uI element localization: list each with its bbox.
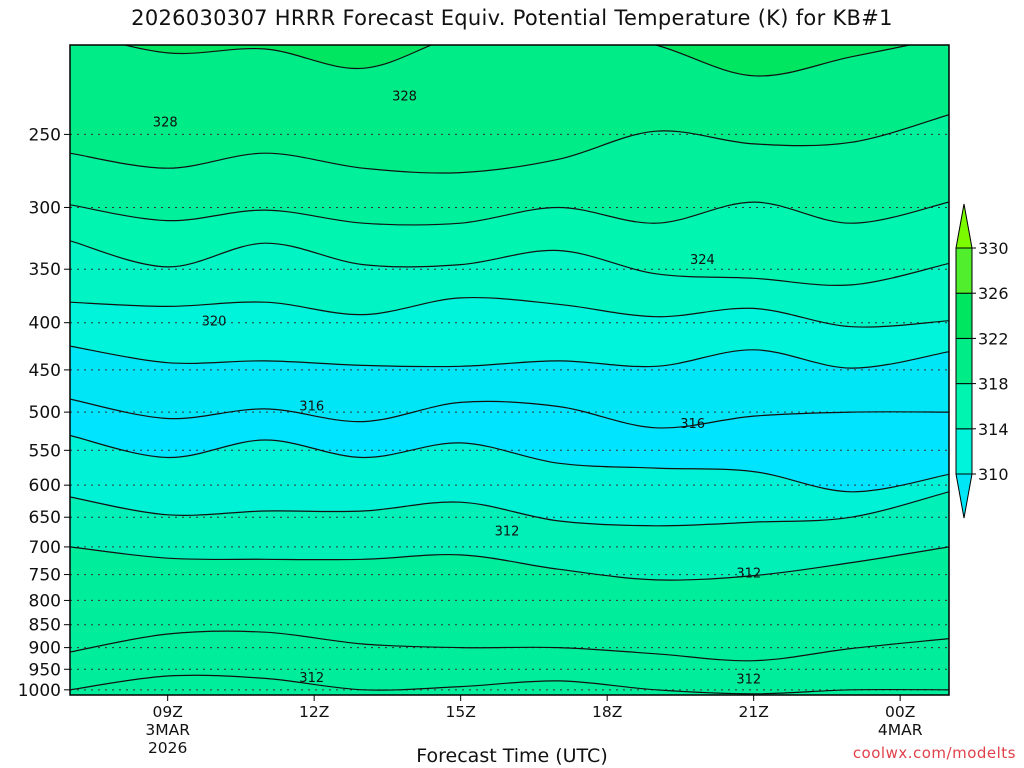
x-tick-label: 12Z <box>299 703 329 721</box>
x-tick-label: 09Z <box>152 703 182 721</box>
y-tick-label: 550 <box>29 441 61 461</box>
x-tick-label: 18Z <box>592 703 622 721</box>
contour-line <box>70 114 949 174</box>
colorbar-label: 330 <box>978 239 1009 258</box>
contour-lines <box>70 0 949 695</box>
colorbar-label: 314 <box>978 420 1009 439</box>
contour-line <box>70 240 949 286</box>
x-axis-title: Forecast Time (UTC) <box>416 745 608 767</box>
colorbar-segment <box>955 292 973 339</box>
y-tick-label: 950 <box>29 660 61 680</box>
colorbar-label: 310 <box>978 465 1009 484</box>
x-tick-label: 21Z <box>738 703 768 721</box>
contour-line <box>70 434 949 493</box>
y-tick-label: 650 <box>29 508 61 528</box>
contour-label: 320 <box>202 315 227 330</box>
contour-line <box>70 491 949 527</box>
contour-label: 312 <box>299 671 324 686</box>
colorbar-top-arrow <box>955 203 973 249</box>
contour-line <box>70 296 949 328</box>
contour-line <box>70 546 949 581</box>
y-tick-label: 900 <box>29 639 61 659</box>
colorbar-segment <box>955 247 973 294</box>
contour-line <box>70 201 949 226</box>
contour-line <box>70 345 949 369</box>
colorbar-segment <box>955 337 973 385</box>
site-credit: coolwx.com/modelts <box>852 744 1016 762</box>
contour-fills <box>70 45 949 695</box>
y-tick-label: 1000 <box>18 681 61 701</box>
chart-title: 2026030307 HRRR Forecast Equiv. Potentia… <box>131 6 893 30</box>
contour-line <box>70 0 949 1</box>
colorbar-segment <box>955 428 973 475</box>
y-tick-label: 250 <box>29 125 61 145</box>
y-tick-label: 300 <box>29 198 61 218</box>
y-tick-label: 350 <box>29 260 61 280</box>
colorbar-segment <box>955 383 973 430</box>
y-tick-label: 600 <box>29 476 61 496</box>
contour-label: 312 <box>495 525 520 540</box>
x-tick-label: 4MAR <box>878 721 923 739</box>
y-tick-label: 750 <box>29 566 61 586</box>
contour-label: 328 <box>392 90 417 105</box>
contour-labels: 328 328 324 320 316 316 312 312 312 312 <box>153 90 761 688</box>
colorbar: 310 314 318 322 326 330 <box>955 203 1009 519</box>
contour-line <box>122 45 913 77</box>
x-tick-label: 3MAR <box>145 721 190 739</box>
y-tick-label: 700 <box>29 538 61 558</box>
x-tick-label: 15Z <box>445 703 475 721</box>
contour-label: 312 <box>736 566 761 581</box>
y-axis: 250 300 350 400 450 500 550 600 650 700 750 800 850 9… <box>18 125 70 701</box>
y-tick-label: 500 <box>29 403 61 423</box>
contour-line <box>70 398 949 429</box>
colorbar-label: 322 <box>978 329 1009 348</box>
x-tick-label: 00Z <box>885 703 915 721</box>
contour-label: 324 <box>690 253 715 268</box>
colorbar-label: 326 <box>978 284 1009 303</box>
colorbar-label: 318 <box>978 375 1009 394</box>
y-tick-label: 400 <box>29 314 61 334</box>
y-tick-label: 850 <box>29 616 61 636</box>
x-tick-label: 2026 <box>148 739 187 757</box>
contour-label: 316 <box>680 417 705 432</box>
contour-label: 312 <box>736 672 761 687</box>
contour-line <box>70 630 949 662</box>
contour-label: 316 <box>299 400 324 415</box>
contour-line <box>70 674 949 695</box>
y-tick-label: 450 <box>29 361 61 381</box>
colorbar-bottom-arrow <box>955 473 973 519</box>
contour-label: 328 <box>153 115 178 130</box>
contour-band <box>70 631 949 695</box>
y-tick-label: 800 <box>29 591 61 611</box>
